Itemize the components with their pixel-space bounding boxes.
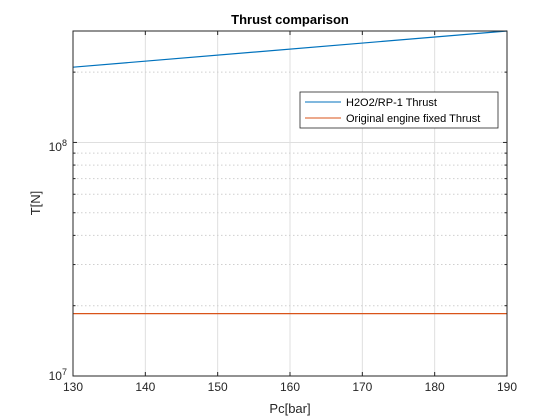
x-tick-label: 180 [425,380,445,394]
series-layer [72,30,508,315]
legend: H2O2/RP-1 Thrust Original engine fixed T… [299,91,499,129]
x-tick-label: 170 [352,380,372,394]
legend-box [299,91,499,129]
y-tick-label-major-2: 108 [49,138,67,154]
y-axis-label: T[N] [28,191,43,216]
x-tick-label: 140 [135,380,155,394]
x-axis-label: Pc[bar] [269,401,310,416]
x-tick-label: 130 [63,380,83,394]
x-axis-ticks: 130 140 150 160 170 180 190 [63,31,517,394]
legend-label-original-engine: Original engine fixed Thrust [346,113,480,125]
series-line-0 [72,30,508,68]
legend-label-h2o2-rp1: H2O2/RP-1 Thrust [346,97,437,109]
x-tick-label: 190 [497,380,517,394]
y-tick-label-major-1: 107 [49,367,67,383]
chart-title: Thrust comparison [231,12,349,27]
x-tick-label: 160 [280,380,300,394]
x-tick-label: 150 [208,380,228,394]
y-axis-ticks [73,30,507,377]
